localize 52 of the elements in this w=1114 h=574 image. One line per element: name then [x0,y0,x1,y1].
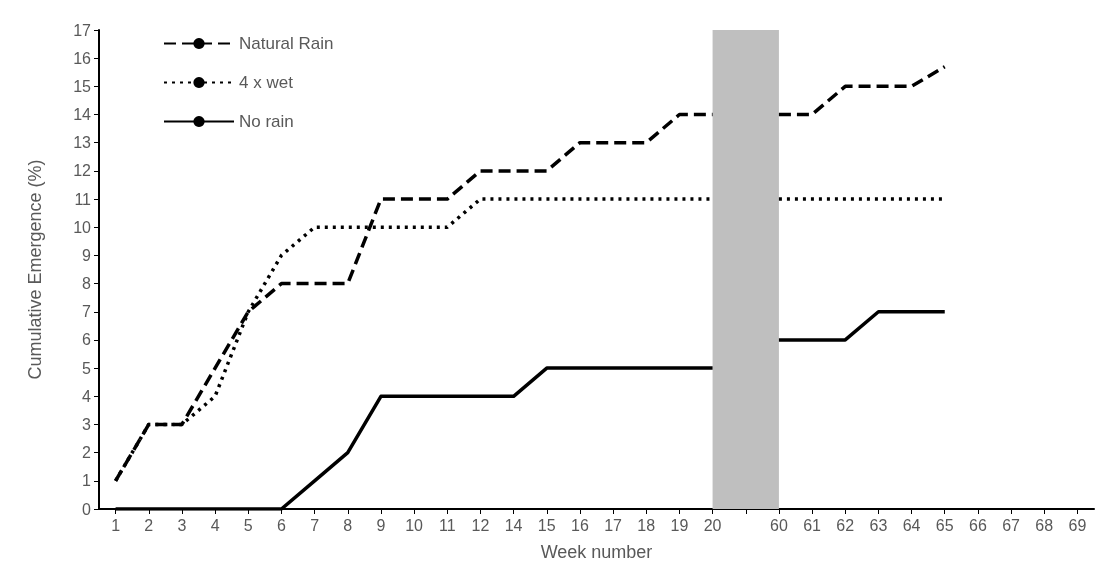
y-tick-label: 9 [82,246,92,264]
y-tick-label: 10 [73,218,92,236]
y-tick-label: 13 [73,134,92,152]
legend-label: 4 x wet [239,73,294,92]
x-tick-label: 5 [243,516,253,534]
x-tick-label: 2 [144,516,154,534]
y-tick-label: 0 [82,500,92,518]
y-tick-label: 1 [82,472,92,490]
y-tick-label: 17 [73,21,92,39]
y-tick-label: 4 [82,387,92,405]
x-tick-label: 10 [405,516,424,534]
legend-label: No rain [239,112,294,131]
x-tick-label: 61 [803,516,822,534]
x-tick-label: 3 [177,516,187,534]
x-tick-label: 8 [343,516,353,534]
x-tick-label: 1 [111,516,121,534]
x-tick-label: 65 [935,516,954,534]
y-tick-label: 3 [82,415,92,433]
x-tick-label: 63 [869,516,888,534]
x-tick-label: 20 [703,516,722,534]
y-tick-label: 14 [73,106,92,124]
y-axis-title: Cumulative Emergence (%) [25,159,45,380]
y-tick-label: 5 [82,359,92,377]
x-tick-label: 19 [670,516,689,534]
y-tick-label: 12 [73,162,92,180]
y-tick-label: 6 [82,331,92,349]
y-tick-label: 16 [73,49,92,67]
x-tick-label: 14 [504,516,523,534]
x-axis-title: Week number [540,542,653,562]
x-tick-label: 17 [604,516,623,534]
x-tick-label: 15 [537,516,556,534]
x-tick-label: 6 [276,516,286,534]
x-tick-label: 9 [376,516,386,534]
x-tick-label: 11 [438,516,456,534]
legend-label: Natural Rain [239,34,334,53]
x-tick-label: 69 [1068,516,1087,534]
x-tick-label: 64 [902,516,921,534]
y-tick-label: 15 [73,77,92,95]
y-tick-label: 2 [82,444,92,462]
y-tick-label: 7 [82,303,92,321]
x-tick-label: 4 [210,516,220,534]
x-tick-label: 60 [770,516,788,534]
x-tick-label: 66 [969,516,987,534]
x-tick-label: 68 [1035,516,1054,534]
x-tick-label: 18 [637,516,656,534]
x-tick-label: 12 [471,516,490,534]
x-tick-label: 7 [310,516,320,534]
y-tick-label: 8 [82,275,92,293]
x-tick-label: 16 [571,516,589,534]
y-tick-label: 11 [74,190,92,208]
x-tick-label: 67 [1002,516,1021,534]
x-tick-label: 62 [836,516,855,534]
